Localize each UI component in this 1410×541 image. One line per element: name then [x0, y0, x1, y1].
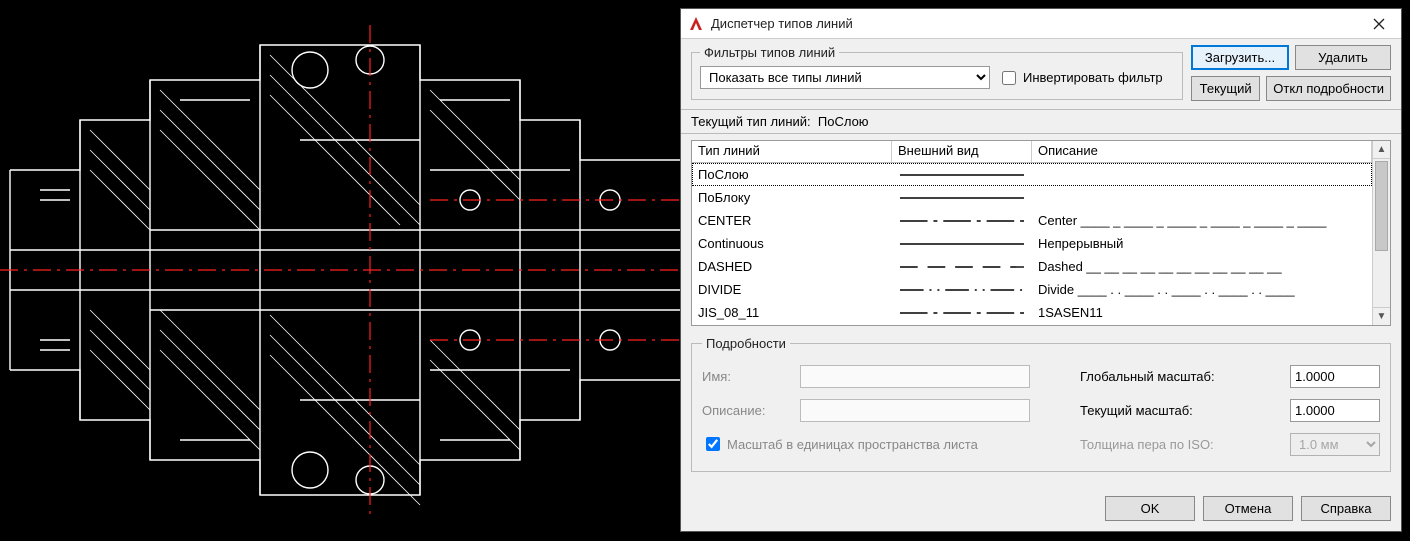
- global-scale-field[interactable]: [1290, 365, 1380, 388]
- cell-name: ПоСлою: [692, 167, 892, 182]
- table-row[interactable]: CENTER Center ____ _ ____ _ ____ _ ____ _…: [692, 209, 1372, 232]
- linetype-table: Тип линий Внешний вид Описание ПоСлою ПоБ…: [691, 140, 1391, 326]
- scroll-up-icon[interactable]: ▲: [1373, 141, 1390, 159]
- table-row[interactable]: DASHED Dashed __ __ __ __ __ __ __ __ __ …: [692, 255, 1372, 278]
- cell-description: Непрерывный: [1032, 236, 1372, 251]
- dialog-title: Диспетчер типов линий: [711, 16, 1357, 31]
- current-scale-label: Текущий масштаб:: [1080, 403, 1280, 418]
- scroll-down-icon[interactable]: ▼: [1373, 307, 1390, 325]
- table-row[interactable]: DIVIDE Divide ____ . . ____ . . ____ . . …: [692, 278, 1372, 301]
- paperspace-label: Масштаб в единицах пространства листа: [727, 437, 978, 452]
- current-linetype-label: Текущий тип линий: ПоСлою: [681, 109, 1401, 134]
- table-row[interactable]: ПоСлою: [692, 163, 1372, 186]
- iso-pen-select: 1.0 мм: [1290, 433, 1380, 456]
- titlebar: Диспетчер типов линий: [681, 9, 1401, 39]
- invert-filter-label: Инвертировать фильтр: [1023, 70, 1163, 85]
- details-fieldset: Подробности Имя: Глобальный масштаб: Опи…: [691, 336, 1391, 472]
- cell-appearance: [892, 214, 1032, 228]
- autocad-icon: [687, 15, 705, 33]
- cell-appearance: [892, 260, 1032, 274]
- col-description[interactable]: Описание: [1032, 141, 1372, 162]
- table-header: Тип линий Внешний вид Описание: [692, 141, 1372, 163]
- filters-legend: Фильтры типов линий: [700, 45, 839, 60]
- cell-appearance: [892, 237, 1032, 251]
- desc-label: Описание:: [702, 403, 792, 418]
- scroll-track[interactable]: [1373, 159, 1390, 307]
- load-button[interactable]: Загрузить...: [1191, 45, 1289, 70]
- help-button[interactable]: Справка: [1301, 496, 1391, 521]
- cell-description: 1SASEN11: [1032, 305, 1372, 320]
- col-name[interactable]: Тип линий: [692, 141, 892, 162]
- name-label: Имя:: [702, 369, 792, 384]
- cell-name: JIS_08_11: [692, 305, 892, 320]
- global-scale-label: Глобальный масштаб:: [1080, 369, 1280, 384]
- cell-name: DASHED: [692, 259, 892, 274]
- desc-field: [800, 399, 1030, 422]
- cell-appearance: [892, 168, 1032, 182]
- table-row[interactable]: Continuous Непрерывный: [692, 232, 1372, 255]
- cell-description: Divide ____ . . ____ . . ____ . . ____ .…: [1032, 282, 1372, 297]
- invert-filter-checkbox[interactable]: Инвертировать фильтр: [998, 68, 1163, 88]
- invert-filter-input[interactable]: [1002, 71, 1016, 85]
- cell-appearance: [892, 306, 1032, 320]
- dialog-footer: OK Отмена Справка: [681, 490, 1401, 531]
- iso-pen-label: Толщина пера по ISO:: [1080, 437, 1280, 452]
- cell-description: Dashed __ __ __ __ __ __ __ __ __ __ __: [1032, 259, 1372, 274]
- scroll-thumb[interactable]: [1375, 161, 1388, 251]
- name-field: [800, 365, 1030, 388]
- col-appearance[interactable]: Внешний вид: [892, 141, 1032, 162]
- linetype-manager-dialog: Диспетчер типов линий Фильтры типов лини…: [680, 8, 1402, 532]
- paperspace-input[interactable]: [706, 437, 720, 451]
- ok-button[interactable]: OK: [1105, 496, 1195, 521]
- cell-name: ПоБлоку: [692, 190, 892, 205]
- cad-drawing-area: [0, 0, 680, 538]
- filters-fieldset: Фильтры типов линий Показать все типы ли…: [691, 45, 1183, 100]
- cell-appearance: [892, 283, 1032, 297]
- cell-appearance: [892, 191, 1032, 205]
- cell-description: Center ____ _ ____ _ ____ _ ____ _ ____ …: [1032, 213, 1372, 228]
- cancel-button[interactable]: Отмена: [1203, 496, 1293, 521]
- cell-name: DIVIDE: [692, 282, 892, 297]
- table-scrollbar[interactable]: ▲ ▼: [1372, 141, 1390, 325]
- delete-button[interactable]: Удалить: [1295, 45, 1391, 70]
- current-button[interactable]: Текущий: [1191, 76, 1260, 101]
- paperspace-checkbox[interactable]: Масштаб в единицах пространства листа: [702, 434, 978, 454]
- current-scale-field[interactable]: [1290, 399, 1380, 422]
- cell-name: CENTER: [692, 213, 892, 228]
- details-legend: Подробности: [702, 336, 790, 351]
- table-row[interactable]: ПоБлоку: [692, 186, 1372, 209]
- cell-name: Continuous: [692, 236, 892, 251]
- toggle-details-button[interactable]: Откл подробности: [1266, 76, 1391, 101]
- filter-combo[interactable]: Показать все типы линий: [700, 66, 990, 89]
- close-icon[interactable]: [1357, 9, 1401, 39]
- table-row[interactable]: JIS_08_11 1SASEN11: [692, 301, 1372, 324]
